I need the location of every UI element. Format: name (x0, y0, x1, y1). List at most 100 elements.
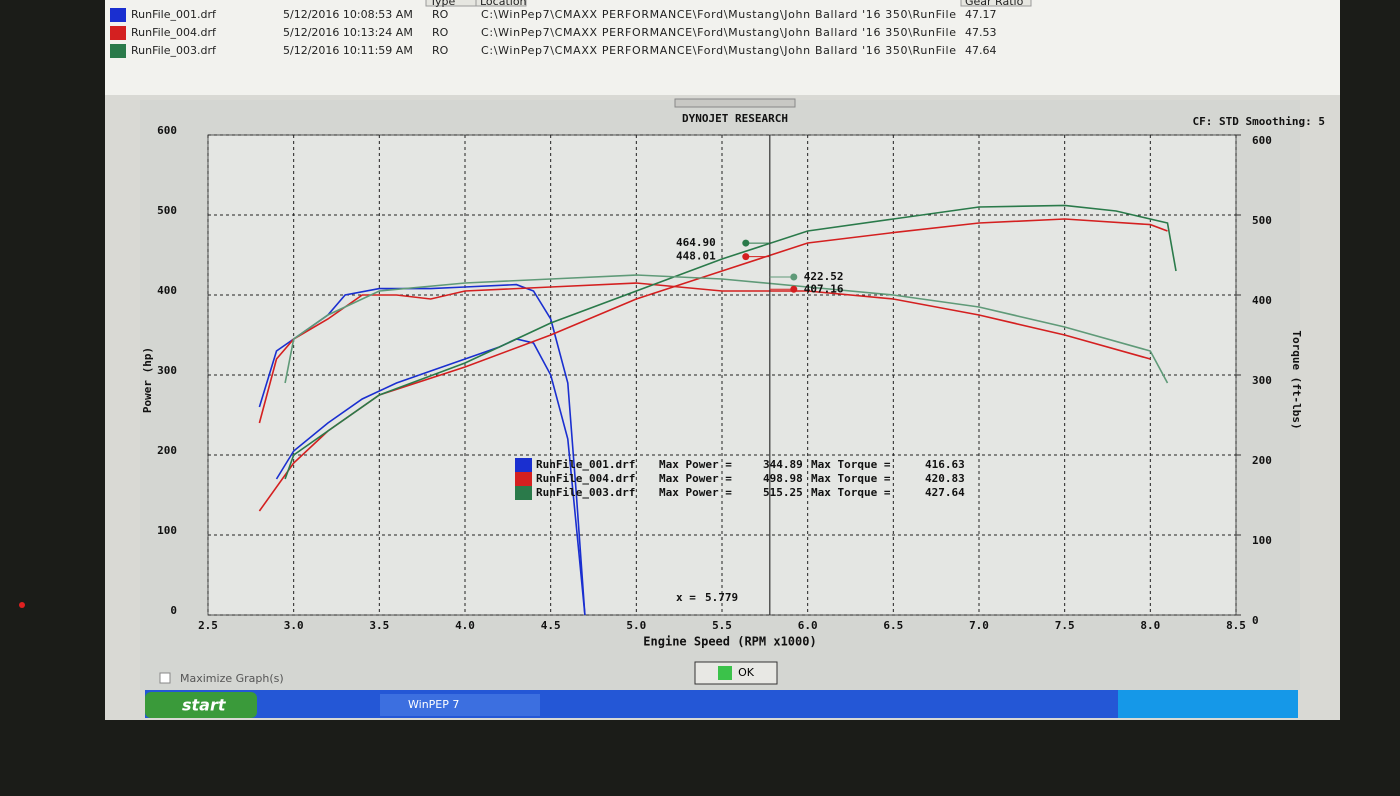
legend-max-power: 344.89 (763, 458, 803, 471)
y2-tick-label: 300 (1252, 374, 1272, 387)
file-list-panel (105, 0, 1340, 95)
y2-tick-label: 400 (1252, 294, 1272, 307)
readout-label: 448.01 (676, 250, 716, 263)
column-header-label: Gear Ratio (965, 0, 1024, 8)
file-name: RunFile_004.drf (131, 26, 217, 39)
system-tray (1118, 690, 1298, 718)
legend-swatch (515, 458, 532, 472)
file-name: RunFile_001.drf (131, 8, 217, 21)
x-axis-label: Engine Speed (RPM x1000) (643, 635, 816, 649)
file-location: C:\WinPep7\CMAXX PERFORMANCE\Ford\Mustan… (481, 26, 956, 39)
chart-title: DYNOJET RESEARCH (682, 112, 788, 125)
taskbar-app[interactable] (380, 694, 540, 716)
legend-max-power: 498.98 (763, 472, 803, 485)
y-tick-label: 200 (157, 444, 177, 457)
start-button[interactable] (145, 692, 257, 718)
file-date: 5/12/2016 10:08:53 AM (283, 8, 413, 21)
column-header (425, 0, 477, 7)
legend-torque-label: Max Torque = (811, 472, 891, 485)
maximize-checkbox[interactable] (159, 672, 171, 684)
y-tick-label: 600 (157, 124, 177, 137)
x-tick-label: 6.0 (798, 619, 818, 632)
file-gear-ratio: 47.17 (965, 8, 997, 21)
y2-tick-label: 600 (1252, 134, 1272, 147)
legend-power-label: Max Power = (659, 486, 732, 499)
legend-name: RunFile_001.drf (536, 458, 635, 471)
file-date: 5/12/2016 10:11:59 AM (283, 44, 413, 57)
legend-max-torque: 427.64 (925, 486, 965, 499)
column-header (475, 0, 527, 7)
file-icon (110, 26, 126, 40)
file-type: RO (432, 8, 449, 21)
column-header (960, 0, 1032, 7)
y-tick-label: 100 (157, 524, 177, 537)
readout-dot (742, 253, 750, 261)
readout-dot (790, 285, 798, 293)
readout-label: 422.52 (804, 270, 844, 283)
y2-axis-label: Torque (ft-lbs) (1290, 330, 1303, 429)
y-tick-label: 500 (157, 204, 177, 217)
power-led (19, 602, 25, 608)
file-name: RunFile_003.drf (131, 44, 217, 57)
maximize-label: Maximize Graph(s) (180, 672, 284, 685)
legend-torque-label: Max Torque = (811, 458, 891, 471)
readout-dot (790, 273, 798, 281)
legend-power-label: Max Power = (659, 472, 732, 485)
x-tick-label: 5.0 (626, 619, 646, 632)
taskbar (145, 690, 1298, 718)
readout-label: 407.16 (804, 282, 844, 295)
y-axis-label: Power (hp) (141, 347, 154, 413)
power-torque-curve (284, 204, 1177, 480)
y-tick-label: 0 (170, 604, 177, 617)
x-tick-label: 8.0 (1140, 619, 1160, 632)
cursor-prefix: x = (676, 591, 696, 604)
y2-tick-label: 0 (1252, 614, 1259, 627)
legend-name: RunFile_004.drf (536, 472, 635, 485)
y2-tick-label: 500 (1252, 214, 1272, 227)
legend-swatch (515, 472, 532, 486)
legend-power-label: Max Power = (659, 458, 732, 471)
file-icon (110, 8, 126, 22)
file-gear-ratio: 47.64 (965, 44, 997, 57)
splitter-handle[interactable] (674, 98, 796, 108)
legend-max-power: 515.25 (763, 486, 803, 499)
y2-tick-label: 200 (1252, 454, 1272, 467)
cursor-x: 5.779 (705, 591, 738, 604)
legend-torque-label: Max Torque = (811, 486, 891, 499)
x-tick-label: 4.5 (541, 619, 561, 632)
readout-dot (742, 239, 750, 247)
column-header-label: Type (429, 0, 455, 8)
legend-max-torque: 420.83 (925, 472, 965, 485)
x-tick-label: 3.0 (284, 619, 304, 632)
readout-label: 464.90 (676, 236, 716, 249)
ok-button[interactable] (694, 661, 778, 685)
y-tick-label: 400 (157, 284, 177, 297)
x-tick-label: 4.0 (455, 619, 475, 632)
x-tick-label: 7.0 (969, 619, 989, 632)
power-torque-curve (275, 338, 586, 616)
taskbar-app-label: WinPEP 7 (408, 698, 459, 711)
y2-tick-label: 100 (1252, 534, 1272, 547)
x-tick-label: 2.5 (198, 619, 218, 632)
column-header-label: Location (480, 0, 527, 8)
power-torque-curve (258, 282, 1151, 424)
file-type: RO (432, 44, 449, 57)
x-tick-label: 7.5 (1055, 619, 1075, 632)
legend-name: RunFile_003.drf (536, 486, 635, 499)
file-date: 5/12/2016 10:13:24 AM (283, 26, 413, 39)
power-torque-curve (284, 274, 1169, 384)
chart-info: CF: STD Smoothing: 5 (1193, 115, 1325, 128)
ok-button-label: OK (738, 666, 755, 679)
legend-max-torque: 416.63 (925, 458, 965, 471)
start-label: start (182, 696, 227, 715)
x-tick-label: 8.5 (1226, 619, 1246, 632)
x-tick-label: 6.5 (883, 619, 903, 632)
y-tick-label: 300 (157, 364, 177, 377)
file-location: C:\WinPep7\CMAXX PERFORMANCE\Ford\Mustan… (481, 44, 956, 57)
file-gear-ratio: 47.53 (965, 26, 997, 39)
file-icon (110, 44, 126, 58)
ok-icon (718, 666, 732, 680)
file-type: RO (432, 26, 449, 39)
